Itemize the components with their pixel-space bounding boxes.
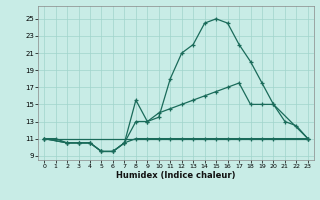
X-axis label: Humidex (Indice chaleur): Humidex (Indice chaleur) xyxy=(116,171,236,180)
